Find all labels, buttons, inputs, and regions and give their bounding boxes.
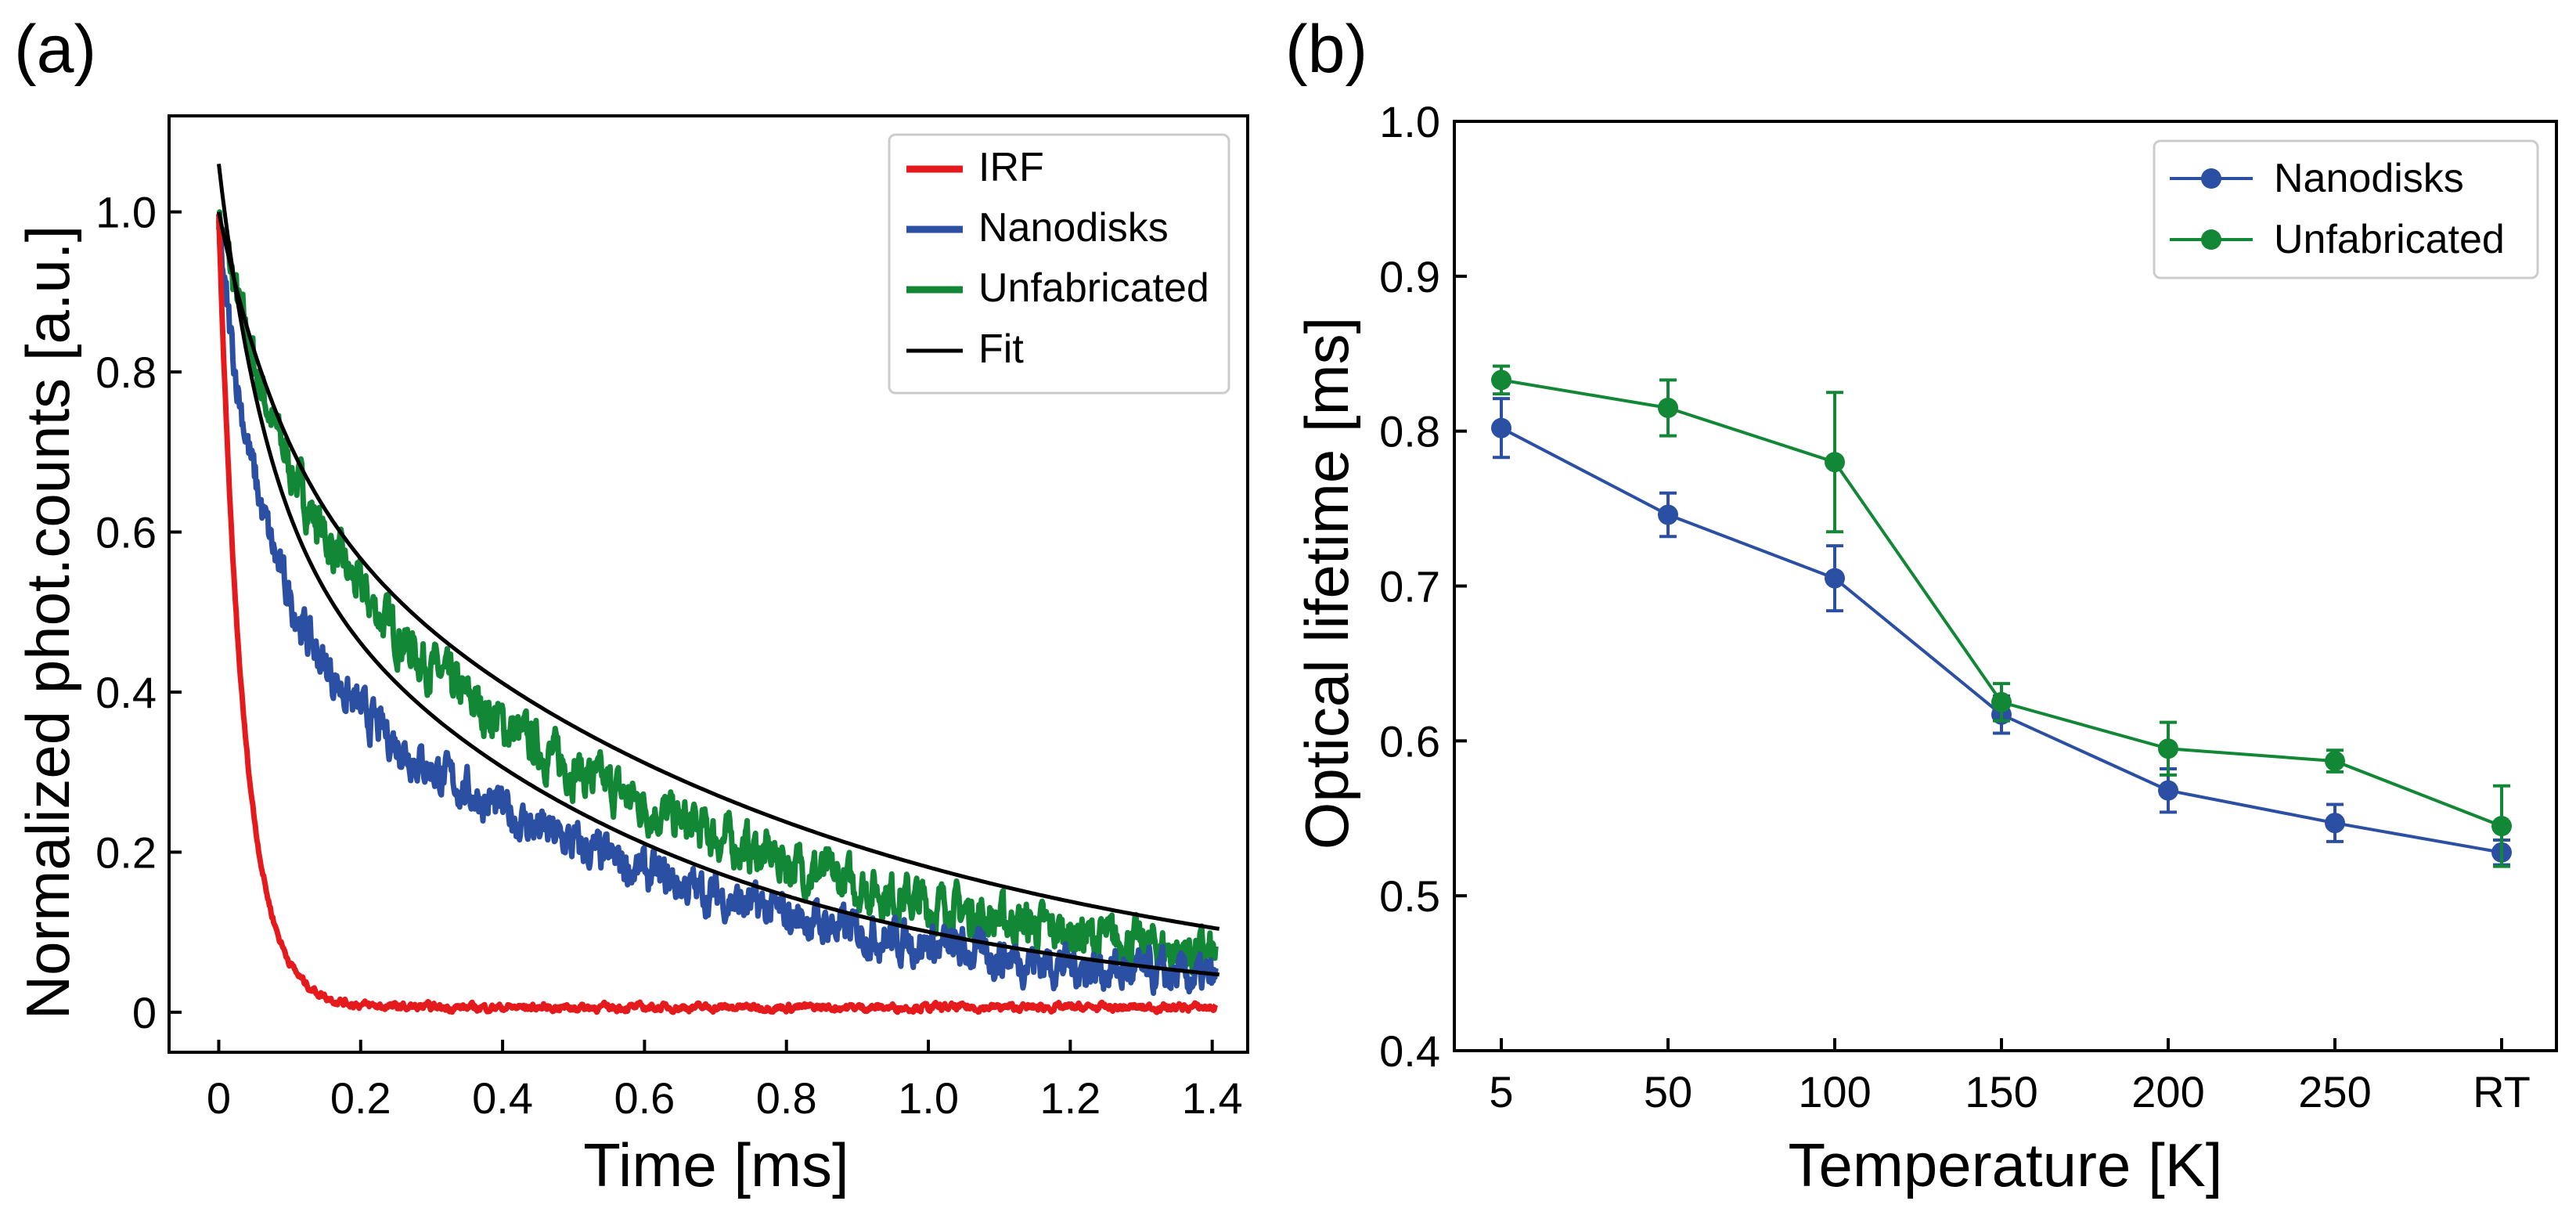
chart-a-ytick-label: 0.2 (95, 828, 157, 877)
chart-b-ytick-label: 0.4 (1379, 1026, 1440, 1076)
chart-a-fit-curve-2 (217, 211, 1220, 931)
chart-b-line-unfabricated (1501, 378, 2502, 828)
chart-a-ytick-label: 0.6 (95, 508, 157, 557)
chart-b-ytick-label: 0.8 (1379, 407, 1440, 456)
chart-a-legend: IRF Nanodisks Unfabricated Fit (888, 133, 1230, 395)
chart-a-ytick-label: 0 (132, 988, 157, 1037)
legend-b-unfabricated-marker (2201, 229, 2221, 250)
chart-b-point-unfabricated (1491, 370, 1511, 391)
chart-b-point-nanodisks (2158, 780, 2178, 801)
chart-b-legend: Nanodisks Unfabricated (2153, 139, 2539, 280)
chart-a-legend-box (888, 133, 1230, 395)
chart-b: 5 50 100 150 200 250 RT 0.4 0.5 0.6 0.7 0.8 0.9 1.0 T… (1292, 97, 2558, 1199)
chart-a-xtick-label: 1.4 (1182, 1073, 1243, 1123)
chart-b-xtick-label: 50 (1644, 1067, 1692, 1116)
chart-a-ytick-label: 0.8 (95, 348, 157, 397)
chart-b-line-nanodisks (1501, 426, 2502, 854)
panel-label-b: (b) (1285, 12, 1367, 87)
legend-a-fit-label: Fit (978, 326, 1024, 372)
legend-a-unfabricated-label: Unfabricated (978, 265, 1209, 311)
chart-b-point-unfabricated (2158, 738, 2178, 759)
chart-b-point-unfabricated (2491, 816, 2512, 837)
chart-a-ticks: 0 0.2 0.4 0.6 0.8 1.0 1.2 1.4 0 0.2 0.4 0.6 0.8 1.0 (95, 188, 1242, 1123)
legend-b-nanodisks-label: Nanodisks (2274, 156, 2464, 201)
chart-a-ytick-label: 0.4 (95, 668, 157, 717)
chart-b-legend-box (2153, 139, 2539, 280)
chart-b-ytick-label: 0.6 (1379, 716, 1440, 766)
chart-b-point-nanodisks (1658, 504, 1678, 525)
chart-b-ylabel: Optical lifetime [ms] (1292, 317, 1361, 849)
chart-b-ytick-label: 0.5 (1379, 871, 1440, 921)
chart-b-xtick-label: 250 (2298, 1067, 2371, 1116)
chart-a-xlabel: Time [ms] (583, 1131, 848, 1199)
chart-a-series-irf (216, 214, 1219, 1015)
chart-b-xtick-label: 100 (1798, 1067, 1871, 1116)
chart-a: 0 0.2 0.4 0.6 0.8 1.0 1.2 1.4 0 0.2 0.4 0.6 0.8 1.0 T… (13, 114, 1249, 1199)
legend-b-nanodisks-marker (2201, 168, 2221, 189)
chart-b-ytick-label: 0.9 (1379, 252, 1440, 301)
chart-b-xtick-label: RT (2473, 1067, 2531, 1116)
chart-b-point-nanodisks (1825, 568, 1845, 589)
chart-b-point-nanodisks (1491, 417, 1511, 438)
chart-a-xtick-label: 0.8 (756, 1073, 817, 1123)
panel-label-a: (a) (14, 12, 96, 87)
chart-b-point-nanodisks (2325, 813, 2345, 834)
chart-b-ytick-label: 0.7 (1379, 562, 1440, 611)
chart-a-xtick-label: 0.6 (614, 1073, 675, 1123)
chart-b-point-unfabricated (1991, 691, 2012, 712)
chart-a-data-layer (216, 164, 1220, 1015)
chart-b-data-layer (1491, 364, 2512, 868)
legend-a-nanodisks-label: Nanodisks (978, 205, 1169, 251)
chart-a-xtick-label: 0.4 (472, 1073, 533, 1123)
chart-b-xtick-label: 5 (1489, 1067, 1513, 1116)
chart-b-point-unfabricated (1658, 397, 1678, 418)
chart-b-ticks: 5 50 100 150 200 250 RT 0.4 0.5 0.6 0.7 0.8 0.9 1.0 (1379, 97, 2531, 1116)
chart-a-ytick-label: 1.0 (95, 188, 157, 237)
legend-b-unfabricated-label: Unfabricated (2274, 217, 2505, 262)
chart-b-point-unfabricated (2325, 751, 2345, 772)
chart-b-xlabel: Temperature [K] (1789, 1131, 2223, 1199)
chart-a-series-unfabricated (216, 209, 1219, 976)
chart-a-xtick-label: 0 (207, 1073, 231, 1123)
chart-b-point-unfabricated (1825, 452, 1845, 473)
chart-a-xtick-label: 1.0 (898, 1073, 959, 1123)
chart-a-ylabel: Normalized phot.counts [a.u.] (13, 225, 82, 1020)
chart-b-ytick-label: 1.0 (1379, 97, 1440, 146)
legend-a-irf-label: IRF (978, 145, 1044, 190)
chart-a-xtick-label: 1.2 (1039, 1073, 1101, 1123)
chart-a-fit-curve-1 (217, 164, 1220, 977)
chart-a-frame (168, 114, 1249, 1054)
chart-b-xtick-label: 200 (2131, 1067, 2204, 1116)
chart-a-xtick-label: 0.2 (330, 1073, 391, 1123)
chart-b-xtick-label: 150 (1965, 1067, 2037, 1116)
